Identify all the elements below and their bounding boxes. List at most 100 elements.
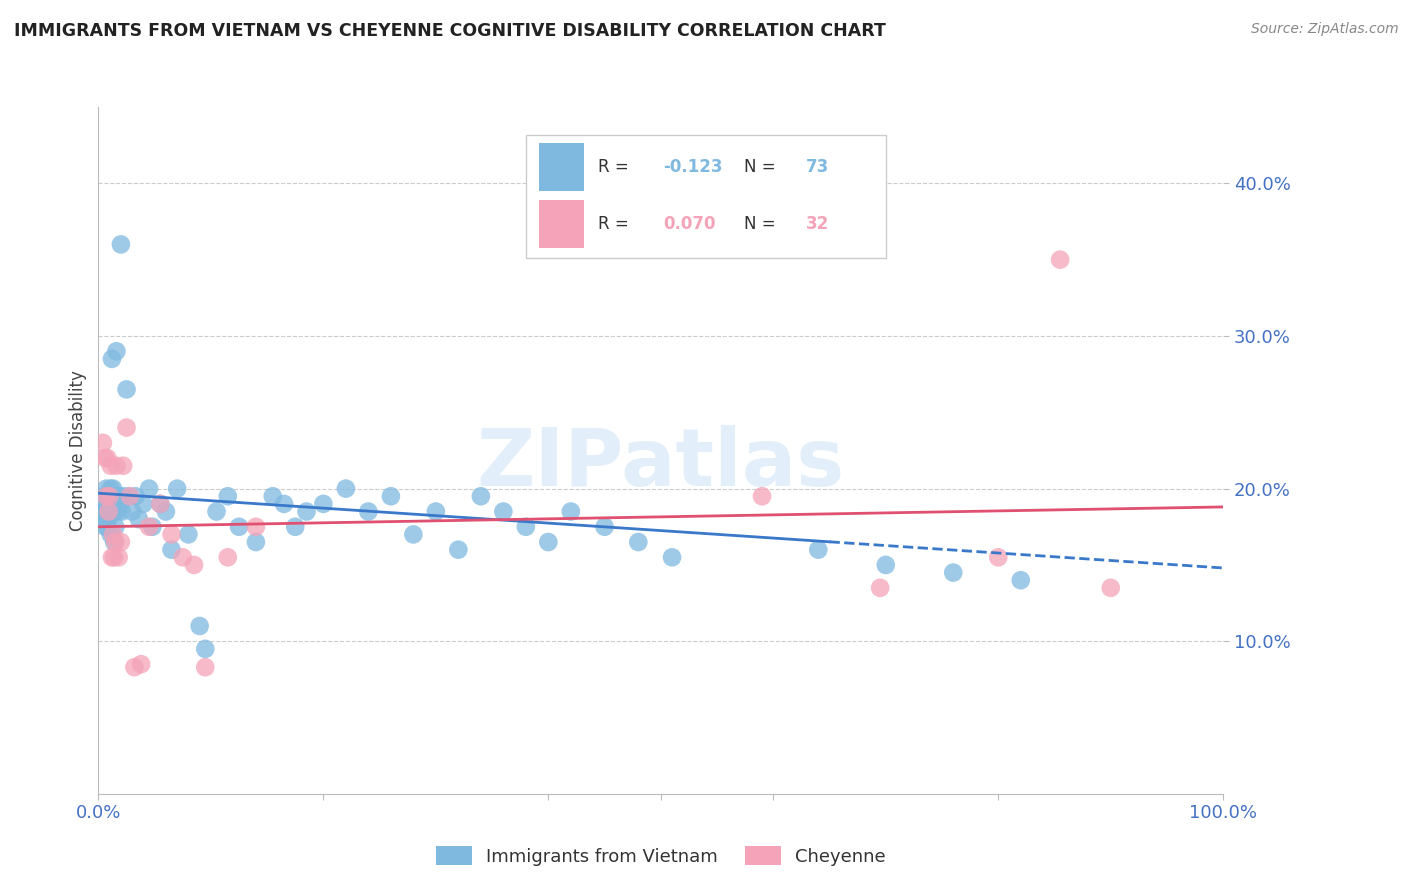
Point [110, 535, 132, 549]
Point [101, 482, 124, 496]
Point [112, 458, 135, 473]
Point [94, 451, 117, 466]
Point [183, 558, 205, 572]
Point [97, 497, 120, 511]
Text: ZIPatlas: ZIPatlas [477, 425, 845, 503]
Point [96, 451, 118, 466]
Text: R =: R = [598, 158, 634, 177]
Point [104, 535, 127, 549]
Point [284, 520, 307, 534]
Point [751, 489, 773, 503]
Point [141, 520, 163, 534]
Point [470, 489, 492, 503]
Point [96, 520, 118, 534]
Point [118, 489, 141, 503]
Point [661, 550, 683, 565]
Point [91, 504, 114, 518]
Point [93, 512, 115, 526]
Point [100, 527, 122, 541]
Point [217, 489, 239, 503]
Point [188, 619, 211, 633]
Point [1099, 581, 1122, 595]
Point [90, 497, 112, 511]
Point [101, 497, 124, 511]
Point [194, 641, 217, 656]
Point [129, 657, 152, 672]
Point [149, 497, 172, 511]
Point [108, 497, 131, 511]
Point [515, 520, 537, 534]
Point [425, 504, 447, 518]
Point [107, 489, 129, 503]
Point [97, 504, 120, 518]
Point [1010, 573, 1032, 587]
Text: 0.070: 0.070 [664, 215, 716, 233]
Point [869, 581, 891, 595]
Point [111, 504, 134, 518]
Text: Source: ZipAtlas.com: Source: ZipAtlas.com [1251, 22, 1399, 37]
Point [97, 512, 120, 526]
Point [101, 351, 124, 366]
Point [447, 542, 470, 557]
Point [166, 482, 188, 496]
Point [357, 504, 380, 518]
Point [124, 660, 146, 674]
Point [205, 504, 228, 518]
Point [245, 520, 267, 534]
Point [100, 458, 122, 473]
Point [93, 489, 115, 503]
Point [96, 482, 118, 496]
Point [94, 520, 117, 534]
Point [121, 504, 143, 518]
FancyBboxPatch shape [540, 200, 585, 248]
Point [160, 542, 183, 557]
Point [115, 420, 138, 434]
Point [138, 482, 160, 496]
Point [160, 527, 183, 541]
Point [402, 527, 425, 541]
FancyBboxPatch shape [526, 135, 886, 258]
Point [1049, 252, 1071, 267]
Point [942, 566, 965, 580]
Point [107, 550, 129, 565]
Point [124, 489, 146, 503]
Point [110, 237, 132, 252]
Text: N =: N = [744, 158, 780, 177]
Point [312, 497, 335, 511]
Point [593, 520, 616, 534]
Point [96, 504, 118, 518]
Point [96, 489, 118, 503]
Point [105, 458, 128, 473]
Point [100, 482, 122, 496]
Point [149, 497, 172, 511]
Point [104, 489, 127, 503]
Point [103, 504, 125, 518]
Point [228, 520, 250, 534]
Point [155, 504, 177, 518]
Point [138, 520, 160, 534]
Point [98, 489, 121, 503]
Legend: Immigrants from Vietnam, Cheyenne: Immigrants from Vietnam, Cheyenne [429, 839, 893, 873]
Point [987, 550, 1010, 565]
Point [101, 527, 124, 541]
Point [98, 489, 121, 503]
Point [112, 489, 135, 503]
Point [101, 550, 124, 565]
Point [91, 435, 114, 450]
Point [172, 550, 194, 565]
Text: R =: R = [598, 215, 634, 233]
Point [262, 489, 284, 503]
Point [96, 489, 118, 503]
Point [537, 535, 560, 549]
Point [492, 504, 515, 518]
Point [273, 497, 295, 511]
Point [94, 504, 117, 518]
FancyBboxPatch shape [540, 144, 585, 191]
Point [107, 504, 129, 518]
Text: 32: 32 [806, 215, 830, 233]
Point [627, 535, 650, 549]
Point [245, 535, 267, 549]
Point [101, 489, 124, 503]
Point [335, 482, 357, 496]
Text: 73: 73 [806, 158, 830, 177]
